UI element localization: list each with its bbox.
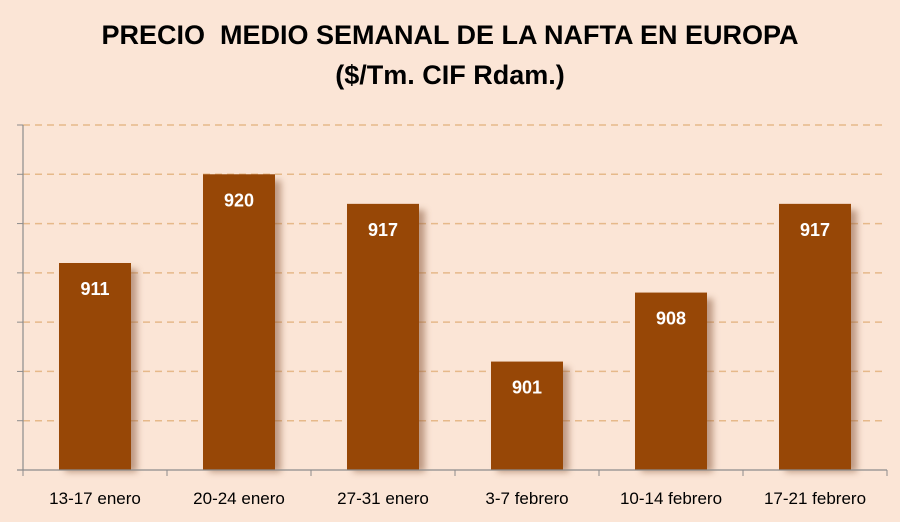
x-tick-label: 20-24 enero	[193, 489, 285, 508]
data-label: 920	[224, 190, 254, 210]
data-label: 917	[368, 220, 398, 240]
bar	[779, 203, 851, 470]
x-tick-label: 27-31 enero	[337, 489, 429, 508]
bar	[347, 203, 419, 470]
bar	[203, 174, 275, 471]
data-label: 908	[656, 309, 686, 329]
data-label: 901	[512, 378, 542, 398]
chart-subtitle: ($/Tm. CIF Rdam.)	[335, 60, 565, 90]
data-label: 917	[800, 220, 830, 240]
x-tick-label: 3-7 febrero	[485, 489, 568, 508]
chart-title: PRECIO MEDIO SEMANAL DE LA NAFTA EN EURO…	[101, 20, 798, 50]
bar	[635, 292, 707, 470]
x-tick-label: 17-21 febrero	[764, 489, 866, 508]
axes	[17, 124, 888, 476]
bar	[491, 361, 563, 470]
x-tick-label: 10-14 febrero	[620, 489, 722, 508]
gridlines	[23, 124, 887, 422]
bars	[59, 174, 857, 473]
x-tick-label: 13-17 enero	[49, 489, 141, 508]
labels: 911 13-17 enero 920 20-24 enero 917 27-31 ene…	[49, 190, 866, 508]
data-label: 911	[80, 279, 109, 299]
bar	[59, 263, 131, 470]
